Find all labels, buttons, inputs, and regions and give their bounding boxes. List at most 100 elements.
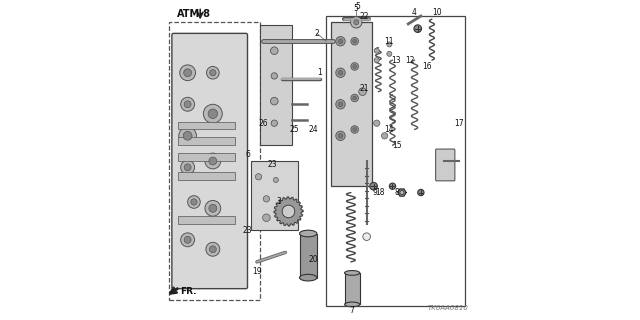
Circle shape [387,51,392,56]
Text: 7: 7 [349,306,354,315]
Circle shape [209,157,217,165]
Circle shape [400,190,404,195]
Circle shape [418,189,424,196]
Circle shape [205,153,221,169]
Circle shape [184,101,191,108]
Text: 9: 9 [372,188,378,197]
Text: 19: 19 [252,268,262,276]
Text: 3: 3 [276,197,282,206]
Circle shape [179,127,196,145]
Text: 24: 24 [309,125,319,134]
Bar [300,234,317,278]
Circle shape [414,25,422,32]
Text: 11: 11 [385,37,394,46]
Circle shape [353,39,356,43]
Circle shape [273,177,278,182]
Circle shape [387,42,392,47]
Bar [326,16,465,306]
Bar [178,137,235,145]
Circle shape [389,183,396,189]
Text: 1: 1 [317,68,323,77]
Text: 23: 23 [243,226,252,235]
Text: 12: 12 [405,56,415,65]
Circle shape [374,58,380,63]
FancyBboxPatch shape [436,149,455,181]
Circle shape [381,133,388,139]
Circle shape [336,36,345,46]
Text: 25: 25 [290,125,300,134]
Text: 10: 10 [432,8,442,17]
Circle shape [180,160,195,174]
Bar [178,122,235,130]
Circle shape [271,120,278,126]
Circle shape [191,199,197,205]
Text: 6: 6 [245,150,250,159]
Text: 14: 14 [385,125,394,134]
Circle shape [210,70,216,76]
Circle shape [336,131,345,140]
Bar [331,22,372,186]
Text: FR.: FR. [180,287,196,296]
Ellipse shape [300,274,317,281]
Text: 17: 17 [454,119,463,128]
Text: 13: 13 [391,56,401,65]
Circle shape [180,97,195,111]
FancyBboxPatch shape [172,33,248,289]
Ellipse shape [344,302,360,307]
Text: 5: 5 [355,2,360,11]
Circle shape [184,69,191,77]
Bar [251,161,298,230]
Bar [178,153,235,161]
Text: 2: 2 [314,29,319,38]
Circle shape [338,70,343,75]
Circle shape [262,214,270,221]
Circle shape [188,196,200,208]
Circle shape [354,20,359,25]
Circle shape [184,236,191,243]
Text: 23: 23 [268,160,278,169]
Circle shape [351,126,358,133]
Polygon shape [398,189,406,196]
Circle shape [338,39,343,44]
Circle shape [351,17,362,28]
Ellipse shape [300,230,317,237]
Circle shape [338,102,343,107]
Bar [169,22,260,300]
Text: 16: 16 [422,62,432,71]
Circle shape [204,104,222,123]
Circle shape [351,63,358,70]
Text: 5: 5 [354,4,358,13]
Circle shape [209,204,217,212]
Circle shape [255,174,262,180]
Circle shape [374,120,380,126]
Circle shape [205,200,221,216]
Bar [178,216,235,224]
Circle shape [183,132,192,140]
Text: 15: 15 [392,141,402,150]
Circle shape [363,233,371,240]
Circle shape [271,47,278,54]
Circle shape [351,94,358,102]
Circle shape [263,196,269,202]
Text: TK6AA0810: TK6AA0810 [428,305,468,311]
Text: 4: 4 [412,8,417,17]
Circle shape [207,67,219,79]
Circle shape [208,109,218,118]
Circle shape [338,133,343,138]
Text: 26: 26 [259,119,268,128]
Circle shape [271,73,278,79]
Circle shape [336,68,345,77]
Polygon shape [274,197,303,226]
Text: 8: 8 [395,188,399,197]
Circle shape [336,100,345,109]
Circle shape [271,97,278,105]
Circle shape [374,48,380,53]
Circle shape [353,96,356,100]
Text: 22: 22 [360,12,369,20]
Circle shape [180,65,195,81]
Circle shape [206,242,220,256]
Text: 18: 18 [375,188,385,197]
Circle shape [180,233,195,247]
Text: 21: 21 [360,84,369,93]
Bar [178,172,235,180]
